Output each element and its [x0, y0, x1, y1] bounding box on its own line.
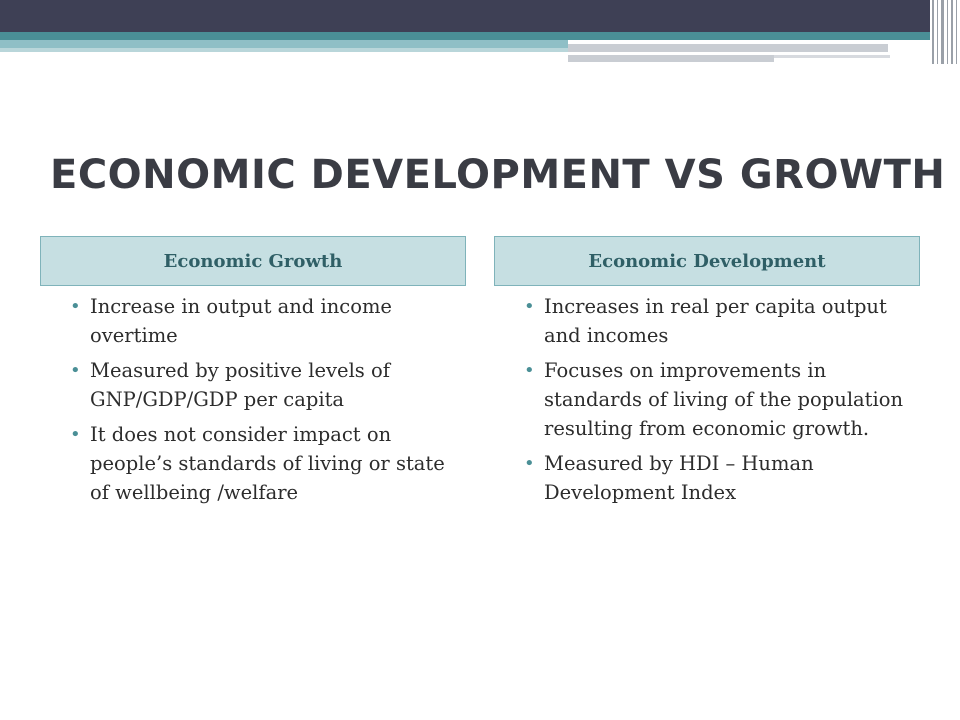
banner-gray-line: [774, 55, 890, 58]
bullet-dot-icon: •: [70, 296, 81, 317]
slide-title: ECONOMIC DEVELOPMENT VS GROWTH: [50, 152, 946, 198]
banner-teal-bar: [0, 32, 930, 40]
column-header-development: Economic Development: [494, 236, 920, 286]
bullet-item: • Focuses on improvements in standards of…: [524, 356, 920, 443]
bullet-item: • Increases in real per capita output and…: [524, 292, 920, 350]
banner-pale-teal-bar: [0, 48, 568, 52]
banner-light-teal-bar: [0, 40, 568, 48]
bullet-item: • Increase in output and income overtime: [70, 292, 466, 350]
growth-bullet-list: • Increase in output and income overtime …: [70, 292, 466, 513]
bullet-item: • Measured by HDI – Human Development Ind…: [524, 449, 920, 507]
bullet-item: • Measured by positive levels of GNP/GDP/…: [70, 356, 466, 414]
column-header-growth: Economic Growth: [40, 236, 466, 286]
banner-dark-bar: [0, 0, 930, 32]
bullet-item: • It does not consider impact on people’s…: [70, 420, 466, 507]
development-bullet-list: • Increases in real per capita output and…: [524, 292, 920, 513]
bullet-dot-icon: •: [524, 296, 535, 317]
banner-gray-bar: [568, 44, 888, 52]
bullet-dot-icon: •: [70, 360, 81, 381]
banner-vertical-lines: [930, 0, 960, 64]
decorative-banner: [0, 0, 960, 64]
bullet-dot-icon: •: [524, 453, 535, 474]
bullet-dot-icon: •: [70, 424, 81, 445]
banner-gray-bar-lower: [568, 55, 774, 62]
bullet-dot-icon: •: [524, 360, 535, 381]
